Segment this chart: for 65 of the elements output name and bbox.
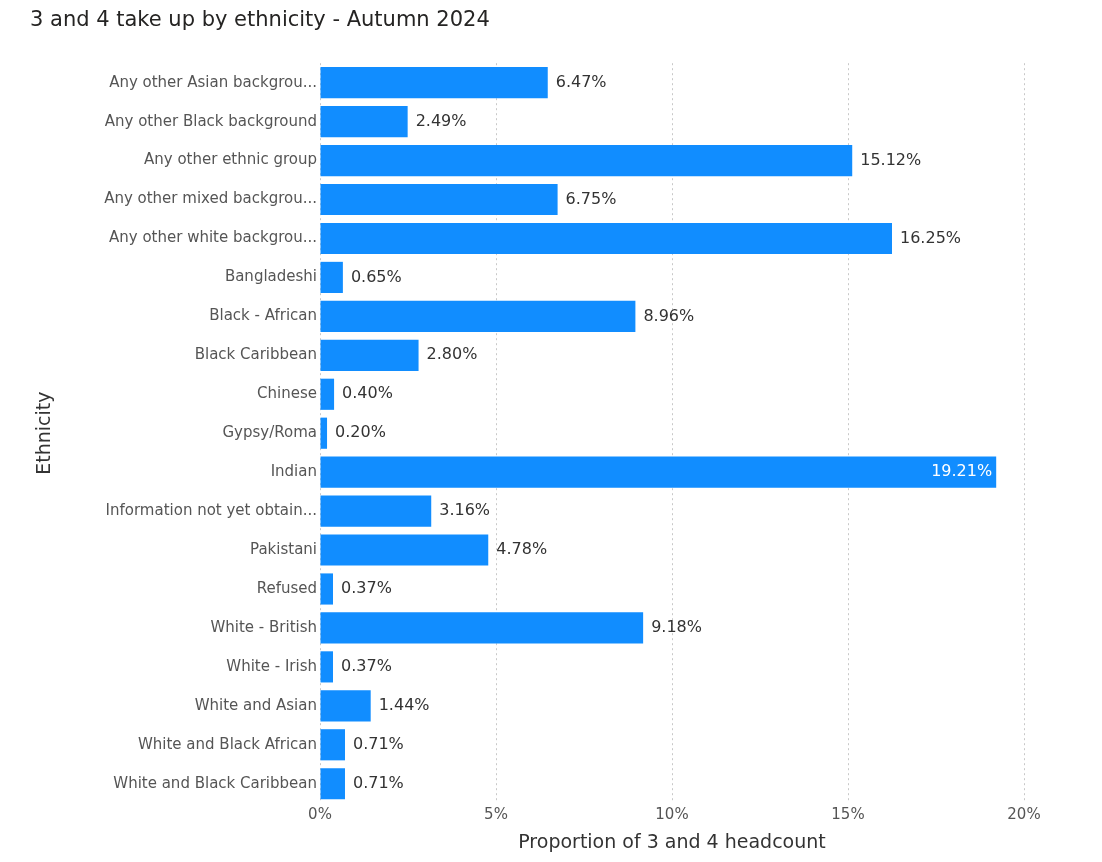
bar [320, 339, 419, 371]
y-tick-label: Indian [270, 462, 317, 481]
bar [320, 612, 644, 644]
data-label: 3.16% [439, 500, 491, 520]
data-label: 0.71% [352, 772, 404, 792]
bar [320, 456, 997, 488]
y-tick-label: Any other Black background [104, 111, 317, 130]
bar [320, 651, 334, 683]
bar [320, 183, 558, 216]
data-label: 0.37% [341, 578, 392, 598]
bar [320, 222, 892, 255]
y-tick-label: White - British [210, 617, 317, 636]
data-label: 9.18% [651, 617, 702, 637]
x-axis-title: Proportion of 3 and 4 headcount [518, 829, 826, 852]
x-tick-label: 20% [1007, 805, 1041, 824]
y-tick-label: White - Irish [226, 656, 317, 675]
y-tick-label: Bangladeshi [224, 267, 317, 286]
bar [320, 417, 328, 449]
bar [320, 300, 636, 332]
bar [320, 144, 853, 177]
y-tick-label: Chinese [257, 384, 317, 403]
y-tick-label: Refused [256, 578, 317, 597]
y-tick-label: Information not yet obtain... [105, 500, 317, 519]
data-label: 8.96% [643, 305, 695, 325]
y-tick-label: Pakistani [250, 539, 317, 558]
data-label: 6.47% [555, 71, 607, 91]
data-label: 0.40% [342, 383, 393, 403]
data-label: 0.20% [335, 422, 386, 442]
bar [320, 690, 371, 722]
y-tick-label: Gypsy/Roma [222, 423, 317, 442]
chart-title: 3 and 4 take up by ethnicity - Autumn 2024 [30, 7, 490, 32]
bar [320, 378, 335, 410]
bar [320, 768, 345, 800]
x-tick-label: 5% [484, 805, 508, 824]
bar [320, 67, 548, 99]
data-label: 0.71% [352, 733, 404, 753]
data-label: 19.21% [931, 461, 993, 481]
bar [320, 534, 489, 566]
y-tick-label: Black - African [209, 306, 317, 325]
data-label: 16.25% [900, 227, 962, 247]
y-tick-label: White and Asian [194, 695, 317, 714]
bar [320, 261, 343, 293]
x-tick-label: 0% [308, 805, 332, 824]
bar [320, 106, 408, 138]
bar [320, 729, 345, 761]
y-tick-label: Any other white backgrou... [109, 228, 317, 247]
y-axis-title: Ethnicity [32, 391, 55, 475]
bar [320, 495, 432, 527]
data-label: 2.80% [426, 344, 478, 364]
data-label: 2.49% [415, 110, 467, 130]
y-tick-label: Any other Asian backgrou... [109, 72, 317, 91]
y-tick-label: White and Black African [137, 734, 317, 753]
x-tick-label: 15% [831, 805, 865, 824]
y-tick-label: Any other ethnic group [143, 150, 317, 169]
y-tick-label: Any other mixed backgrou... [104, 189, 317, 208]
data-label: 1.44% [378, 694, 430, 714]
data-label: 0.37% [341, 656, 392, 676]
data-label: 0.65% [350, 266, 402, 286]
x-tick-label: 10% [655, 805, 689, 824]
data-label: 6.75% [565, 188, 617, 208]
y-tick-label: White and Black Caribbean [113, 773, 317, 792]
data-label: 4.78% [496, 539, 548, 559]
bar [320, 573, 334, 605]
data-label: 15.12% [860, 149, 922, 169]
y-tick-label: Black Caribbean [194, 345, 317, 364]
